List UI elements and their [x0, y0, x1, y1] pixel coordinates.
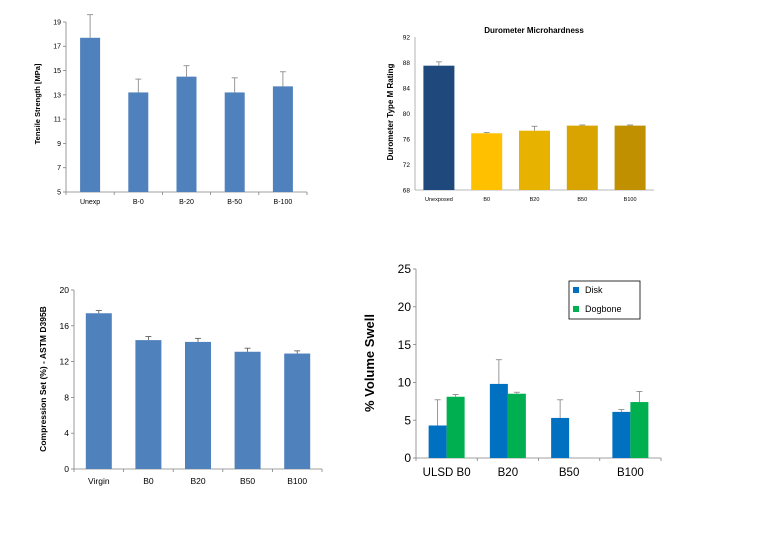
- durometer-chart: Durometer Microhardness Durometer Type M…: [386, 26, 654, 203]
- c3-y-tick-label: 4: [64, 428, 69, 438]
- c2-bar: [423, 65, 455, 190]
- c4-y-tick-label: 5: [404, 413, 411, 427]
- c1-bar: [224, 92, 245, 192]
- c4-legend-swatch-disk: [573, 287, 579, 293]
- c2-x-tick-label: Unexposed: [425, 197, 453, 203]
- c4-y-tick-label: 15: [398, 338, 412, 352]
- c1-y-tick-label: 17: [53, 44, 61, 51]
- c2-y-tick-label: 68: [403, 187, 411, 194]
- c2-y-tick-label: 92: [403, 34, 411, 41]
- c3-bar: [234, 351, 261, 469]
- c1-y-tick-label: 11: [54, 117, 61, 124]
- c1-bar: [128, 92, 149, 192]
- c4-legend-label-dogbone: Dogbone: [585, 304, 622, 314]
- c3-bar: [135, 340, 162, 469]
- c2-chart-title: Durometer Microhardness: [484, 26, 584, 35]
- c1-x-tick-label: B-20: [179, 199, 194, 206]
- c2-bar: [566, 125, 598, 190]
- tensile-strength-chart: Tensile Strength [MPa] 5 7 9 11 13 15 17 19 Unex…: [33, 14, 308, 206]
- c4-bar-disk: [489, 383, 508, 458]
- c1-bar: [176, 76, 197, 192]
- c2-x-tick-label: B50: [577, 197, 587, 203]
- c1-y-axis-label: Tensile Strength [MPa]: [33, 63, 42, 144]
- c4-y-tick-label: 25: [398, 262, 412, 276]
- compression-set-chart: Compression Set (%) - ASTM D395B 0 4 8 12 16…: [38, 285, 323, 486]
- c2-y-tick-label: 84: [403, 85, 411, 92]
- c1-x-tick-label: B-100: [274, 199, 293, 206]
- c2-y-tick-label: 76: [403, 136, 411, 143]
- c1-x-tick-label: B-50: [227, 199, 242, 206]
- c4-bar-dogbone: [507, 393, 526, 458]
- c3-y-tick-label: 16: [60, 321, 70, 331]
- c2-y-tick-label: 72: [403, 162, 411, 169]
- c4-y-axis-label: % Volume Swell: [362, 314, 377, 412]
- c1-y-tick-label: 19: [53, 19, 61, 26]
- volume-swell-chart: % Volume Swell Disk Dogbone 0 5 10 15 20 25 UL…: [362, 262, 662, 479]
- c4-y-tick-label: 0: [404, 451, 411, 465]
- c4-y-tick-label: 20: [398, 300, 412, 314]
- c4-y-tick-label: 10: [398, 376, 412, 390]
- c3-y-tick-label: 20: [60, 285, 70, 295]
- c3-y-tick-label: 12: [60, 357, 70, 367]
- c4-x-tick-label: ULSD B0: [423, 467, 471, 479]
- c1-y-tick-label: 15: [53, 68, 61, 75]
- c3-y-tick-label: 8: [64, 392, 69, 402]
- c1-y-tick-label: 13: [53, 92, 61, 99]
- c4-bar-disk: [428, 425, 447, 458]
- c1-bar: [272, 86, 293, 192]
- c3-bar: [85, 313, 112, 469]
- c4-bar-dogbone: [630, 402, 649, 458]
- c3-x-tick-label: B50: [240, 476, 255, 486]
- c1-y-tick-label: 9: [57, 141, 61, 148]
- c4-bar-disk: [551, 417, 570, 458]
- c4-x-tick-label: B20: [498, 467, 518, 479]
- c2-x-tick-label: B0: [483, 197, 490, 203]
- c3-bar: [185, 341, 211, 469]
- c4-x-tick-label: B50: [559, 467, 579, 479]
- c3-bar: [284, 353, 311, 469]
- c2-bar: [614, 125, 646, 190]
- c3-y-tick-label: 0: [64, 464, 69, 474]
- c3-x-tick-label: Virgin: [88, 476, 110, 486]
- c3-x-tick-label: B100: [287, 476, 307, 486]
- c1-x-tick-label: Unexp: [80, 199, 100, 206]
- c1-y-tick-label: 7: [57, 165, 61, 172]
- c2-bar: [519, 130, 550, 190]
- c1-x-tick-label: B-0: [133, 199, 144, 206]
- c2-y-tick-label: 88: [403, 60, 411, 67]
- c2-x-tick-label: B100: [624, 197, 637, 203]
- c4-bar-dogbone: [446, 396, 465, 458]
- c4-bar-disk: [612, 411, 631, 458]
- c2-y-tick-label: 80: [403, 111, 411, 118]
- c3-x-tick-label: B20: [190, 476, 205, 486]
- c3-y-axis-label: Compression Set (%) - ASTM D395B: [38, 306, 48, 452]
- c4-legend-swatch-dogbone: [573, 306, 579, 312]
- c2-y-axis-label: Durometer Type M Rating: [386, 64, 395, 161]
- c2-bar: [471, 133, 503, 190]
- c1-bar: [80, 37, 101, 193]
- c2-x-tick-label: B20: [530, 197, 540, 203]
- c1-y-tick-label: 5: [57, 189, 61, 196]
- c3-x-tick-label: B0: [143, 476, 154, 486]
- c4-legend: Disk Dogbone: [568, 280, 641, 320]
- c4-legend-label-disk: Disk: [585, 285, 603, 295]
- c4-x-tick-label: B100: [617, 467, 644, 479]
- c4-legend-box: [568, 280, 641, 320]
